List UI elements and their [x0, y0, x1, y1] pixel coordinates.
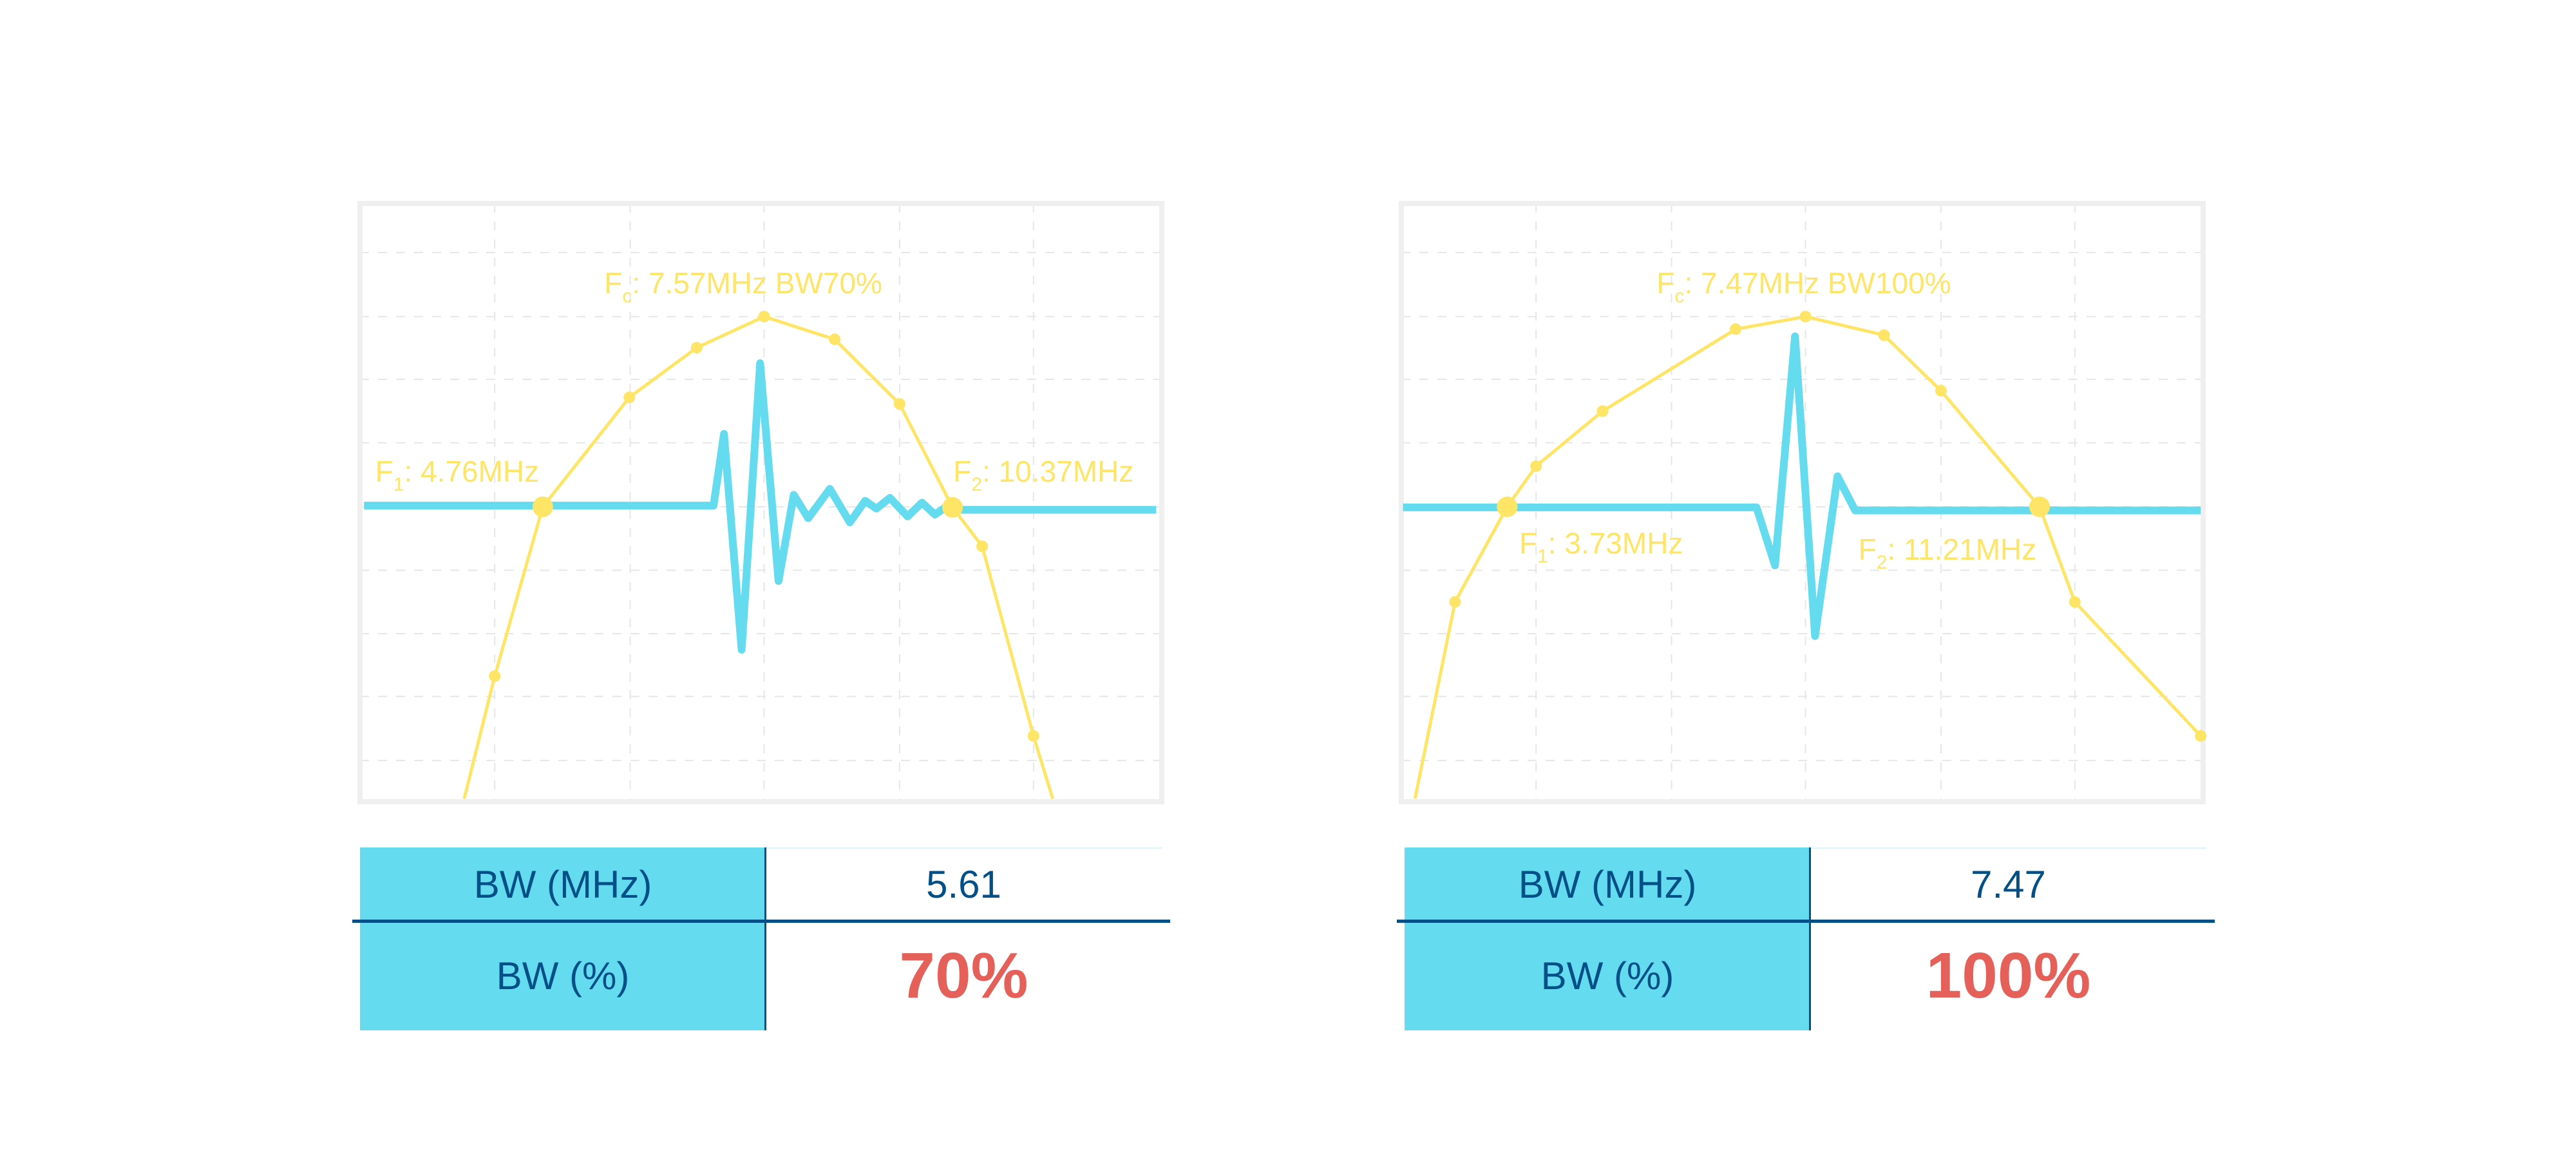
- chart-frame: [1399, 201, 2206, 804]
- column-divider: [764, 847, 766, 1030]
- bw-mhz-label: BW (MHz): [1405, 847, 1810, 922]
- pulse-waveform: [1403, 332, 2201, 640]
- response-point: [2069, 596, 2081, 608]
- response-point: [1027, 730, 1039, 742]
- f1-label: F1: 3.73MHz: [1519, 526, 1683, 567]
- response-point: [1878, 329, 1890, 341]
- frequency-response-chart-100: Fc: 7.47MHz BW100% F1: 3.73MHz F2: 11.21MH…: [1399, 201, 2207, 804]
- cutoff-marker: [532, 497, 553, 518]
- bw-percent-label: BW (%): [1405, 922, 1810, 1030]
- response-point: [976, 540, 989, 553]
- frequency-response-chart-70: Fc: 7.57MHz BW70% F1: 4.76MHz F2: 10.37MHz: [357, 201, 1164, 804]
- bw-mhz-label: BW (MHz): [360, 847, 766, 922]
- bandwidth-table-70: BW (MHz) 5.61 BW (%) 70%: [352, 847, 1170, 1030]
- response-point: [489, 670, 501, 682]
- response-point: [1799, 310, 1812, 323]
- row-divider: [352, 920, 1170, 923]
- row-divider: [1397, 920, 2215, 923]
- fc-label: Fc: 7.57MHz BW70%: [604, 266, 882, 307]
- response-point: [623, 391, 636, 403]
- bw-percent-label: BW (%): [360, 922, 766, 1030]
- f2-label: F2: 10.37MHz: [953, 455, 1133, 495]
- f1-label: F1: 4.76MHz: [375, 455, 539, 495]
- pulse-waveform: [364, 359, 1157, 654]
- response-point: [1596, 405, 1609, 417]
- bw-mhz-value: 7.47: [1971, 863, 2046, 906]
- response-point: [690, 341, 703, 354]
- response-point: [1730, 323, 1742, 336]
- bw-percent-value: 100%: [1926, 940, 2091, 1012]
- response-point: [758, 310, 770, 323]
- response-point: [1935, 384, 1947, 397]
- chart-svg: Fc: 7.57MHz BW70% F1: 4.76MHz F2: 10.37MHz: [357, 201, 1164, 804]
- response-point: [1449, 596, 1461, 608]
- cutoff-marker: [942, 497, 963, 518]
- response-point: [893, 398, 905, 410]
- cutoff-marker: [2029, 497, 2050, 518]
- chart-frame: [357, 201, 1164, 804]
- bandwidth-table-100: BW (MHz) 7.47 BW (%) 100%: [1397, 847, 2215, 1030]
- cutoff-marker: [1497, 497, 1518, 518]
- bw-percent-value: 70%: [899, 940, 1028, 1012]
- frequency-response-curve: [1413, 315, 2202, 799]
- response-point: [829, 333, 841, 345]
- fc-label: Fc: 7.47MHz BW100%: [1656, 266, 1951, 307]
- response-point: [2195, 730, 2207, 742]
- column-divider: [1809, 847, 1811, 1030]
- chart-svg: Fc: 7.47MHz BW100% F1: 3.73MHz F2: 11.21MH…: [1399, 201, 2207, 804]
- frequency-response-curve: [462, 314, 1055, 800]
- bw-mhz-value: 5.61: [926, 863, 1001, 906]
- response-point: [1530, 460, 1542, 472]
- f2-label: F2: 11.21MHz: [1859, 533, 2037, 573]
